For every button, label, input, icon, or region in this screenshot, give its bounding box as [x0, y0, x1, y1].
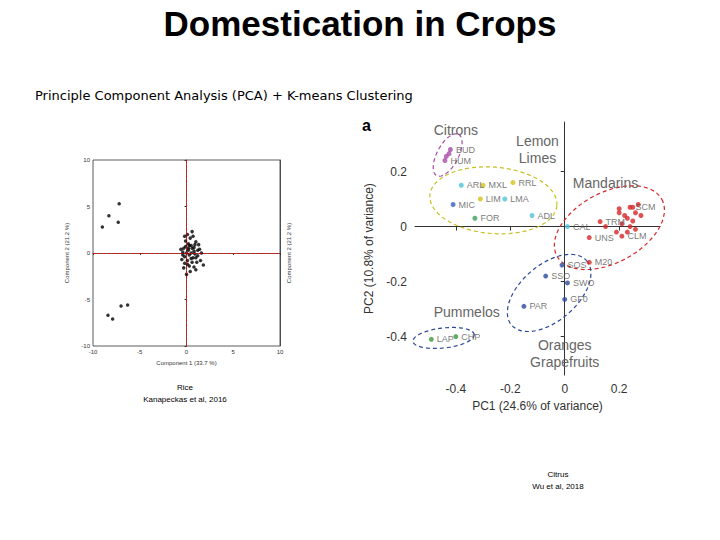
- svg-text:Mandarins: Mandarins: [573, 175, 638, 191]
- svg-text:Component 1 (33.7 %): Component 1 (33.7 %): [156, 360, 216, 366]
- svg-text:Pummelos: Pummelos: [434, 304, 500, 320]
- svg-text:BUD: BUD: [456, 145, 476, 155]
- svg-text:Lemon: Lemon: [516, 133, 559, 149]
- html-text:Domestication in Crops: Domestication in Crops: [163, 4, 557, 43]
- svg-text:-10: -10: [89, 349, 98, 355]
- svg-text:M20: M20: [595, 257, 613, 267]
- svg-text:CLM: CLM: [627, 231, 646, 241]
- svg-text:Grapefruits: Grapefruits: [530, 354, 599, 370]
- svg-text:a: a: [362, 117, 371, 134]
- svg-text:UNS: UNS: [595, 233, 614, 243]
- svg-text:5: 5: [232, 349, 236, 355]
- html-text:Citrus: Citrus: [547, 470, 569, 479]
- svg-text:-0.2: -0.2: [500, 382, 521, 396]
- svg-text:-0.4: -0.4: [386, 330, 407, 344]
- svg-text:PC1 (24.6% of variance): PC1 (24.6% of variance): [472, 399, 603, 413]
- svg-text:-0.2: -0.2: [386, 275, 407, 289]
- svg-text:LIM: LIM: [486, 194, 501, 204]
- svg-text:5: 5: [87, 204, 91, 210]
- svg-text:-5: -5: [137, 349, 143, 355]
- svg-text:0.2: 0.2: [611, 382, 628, 396]
- svg-text:0: 0: [185, 349, 189, 355]
- svg-text:10: 10: [277, 349, 284, 355]
- html-text:Principle Component Analysis (: Principle Component Analysis (PCA) + K-m…: [35, 88, 413, 103]
- html-text:Rice: Rice: [177, 383, 193, 392]
- svg-text:SCM: SCM: [636, 202, 656, 212]
- svg-text:SSO: SSO: [551, 271, 570, 281]
- html-text:Kanapeckas et al, 2016: Kanapeckas et al, 2016: [143, 395, 227, 404]
- svg-text:10: 10: [83, 157, 90, 163]
- svg-text:Component 2 (21.2 %): Component 2 (21.2 %): [64, 223, 70, 283]
- svg-text:0.2: 0.2: [390, 165, 407, 179]
- svg-text:Citrons: Citrons: [434, 122, 478, 138]
- svg-text:Limes: Limes: [519, 150, 556, 166]
- svg-text:-10: -10: [81, 343, 90, 349]
- svg-text:CHP: CHP: [461, 332, 480, 342]
- svg-text:-0.4: -0.4: [445, 382, 466, 396]
- svg-text:ARL: ARL: [467, 180, 485, 190]
- svg-text:SOS: SOS: [568, 260, 587, 270]
- svg-text:PAR: PAR: [529, 301, 547, 311]
- svg-text:Oranges: Oranges: [538, 337, 592, 353]
- svg-text:RRL: RRL: [519, 178, 537, 188]
- svg-text:TRM: TRM: [606, 217, 626, 227]
- svg-text:0: 0: [87, 250, 91, 256]
- html-text:Wu et al, 2018: Wu et al, 2018: [532, 482, 584, 491]
- svg-text:MXL: MXL: [489, 180, 508, 190]
- svg-text:Component 2 (21.2 %): Component 2 (21.2 %): [286, 223, 292, 283]
- svg-text:PC2 (10.8% of variance): PC2 (10.8% of variance): [362, 183, 376, 314]
- svg-text:LAP: LAP: [437, 334, 454, 344]
- svg-text:GF0: GF0: [570, 294, 588, 304]
- svg-text:-5: -5: [85, 297, 91, 303]
- svg-text:0: 0: [400, 220, 407, 234]
- svg-text:LMA: LMA: [510, 194, 529, 204]
- svg-text:0: 0: [561, 382, 568, 396]
- svg-text:ADL: ADL: [538, 211, 556, 221]
- svg-text:CAL: CAL: [573, 222, 591, 232]
- svg-text:SWO: SWO: [573, 278, 595, 288]
- svg-text:MIC: MIC: [459, 200, 476, 210]
- svg-text:FOR: FOR: [480, 213, 499, 223]
- svg-text:HUM: HUM: [450, 156, 471, 166]
